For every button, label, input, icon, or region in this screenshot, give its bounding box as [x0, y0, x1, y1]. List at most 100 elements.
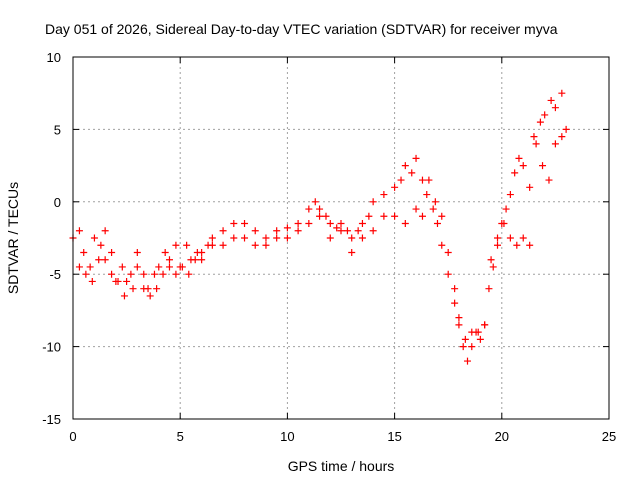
data-point [485, 285, 493, 293]
data-point [75, 227, 83, 235]
data-point [551, 140, 559, 148]
data-point [133, 248, 141, 256]
data-point [101, 227, 109, 235]
data-point [532, 140, 540, 148]
data-point [358, 234, 366, 242]
data-point [506, 234, 514, 242]
data-point [425, 176, 433, 184]
data-point [401, 162, 409, 170]
data-point [86, 263, 94, 271]
x-tick-label: 10 [280, 429, 294, 444]
data-point [208, 234, 216, 242]
data-point [185, 270, 193, 278]
x-tick-label: 15 [387, 429, 401, 444]
data-point [423, 191, 431, 199]
data-point [451, 285, 459, 293]
data-point [316, 205, 324, 213]
data-point [97, 241, 105, 249]
data-point [311, 198, 319, 206]
data-point [348, 234, 356, 242]
data-point [241, 220, 249, 228]
data-point [391, 183, 399, 191]
data-point [273, 234, 281, 242]
data-point [114, 277, 122, 285]
data-point [489, 263, 497, 271]
grid-lines [73, 57, 609, 419]
data-point [198, 248, 206, 256]
data-point [401, 220, 409, 228]
data-point [198, 256, 206, 264]
data-point [251, 227, 259, 235]
data-point [88, 277, 96, 285]
data-point [431, 198, 439, 206]
data-point [316, 212, 324, 220]
data-point [101, 256, 109, 264]
data-point [75, 263, 83, 271]
data-marks [69, 89, 570, 365]
data-point [551, 104, 559, 112]
plot-frame [72, 56, 610, 420]
y-tick-label: -5 [49, 267, 61, 282]
data-point [161, 248, 169, 256]
data-point [539, 162, 547, 170]
data-point [412, 205, 420, 213]
data-point [397, 176, 405, 184]
data-point [219, 227, 227, 235]
y-tick-label: 10 [47, 50, 61, 65]
y-tick-label: 0 [54, 195, 61, 210]
data-point [412, 154, 420, 162]
data-point [140, 270, 148, 278]
data-point [208, 241, 216, 249]
data-point [333, 224, 341, 232]
y-tick-labels: 10 5 0 -5 -10 -15 [42, 50, 61, 427]
data-point [273, 227, 281, 235]
data-point [358, 220, 366, 228]
data-point [468, 328, 476, 336]
data-point [558, 89, 566, 97]
data-point [219, 241, 227, 249]
data-point [391, 212, 399, 220]
data-point [515, 154, 523, 162]
data-point [294, 220, 302, 228]
data-point [140, 285, 148, 293]
data-point [476, 335, 484, 343]
data-point [438, 212, 446, 220]
data-point [305, 205, 313, 213]
data-point [451, 299, 459, 307]
data-point [155, 263, 163, 271]
data-point [133, 263, 141, 271]
data-point [455, 321, 463, 329]
data-point [120, 292, 128, 300]
data-point [95, 256, 103, 264]
data-point [468, 343, 476, 351]
data-point [294, 227, 302, 235]
data-point [380, 191, 388, 199]
axis-ticks [72, 56, 610, 420]
data-point [191, 256, 199, 264]
data-point [90, 234, 98, 242]
data-point [326, 234, 334, 242]
data-point [519, 234, 527, 242]
data-point [429, 205, 437, 213]
data-point [337, 220, 345, 228]
data-point [178, 263, 186, 271]
data-point [165, 256, 173, 264]
data-point [230, 234, 238, 242]
data-point [123, 277, 131, 285]
y-tick-label: -15 [42, 412, 61, 427]
data-point [513, 241, 521, 249]
x-tick-label: 25 [602, 429, 616, 444]
data-point [118, 263, 126, 271]
data-point [526, 241, 534, 249]
data-point [519, 162, 527, 170]
data-point [511, 169, 519, 177]
data-point [305, 220, 313, 228]
data-point [337, 227, 345, 235]
data-point [369, 198, 377, 206]
data-point [506, 191, 514, 199]
y-tick-label: 5 [54, 122, 61, 137]
x-tick-label: 5 [177, 429, 184, 444]
data-point [365, 212, 373, 220]
data-point [283, 224, 291, 232]
